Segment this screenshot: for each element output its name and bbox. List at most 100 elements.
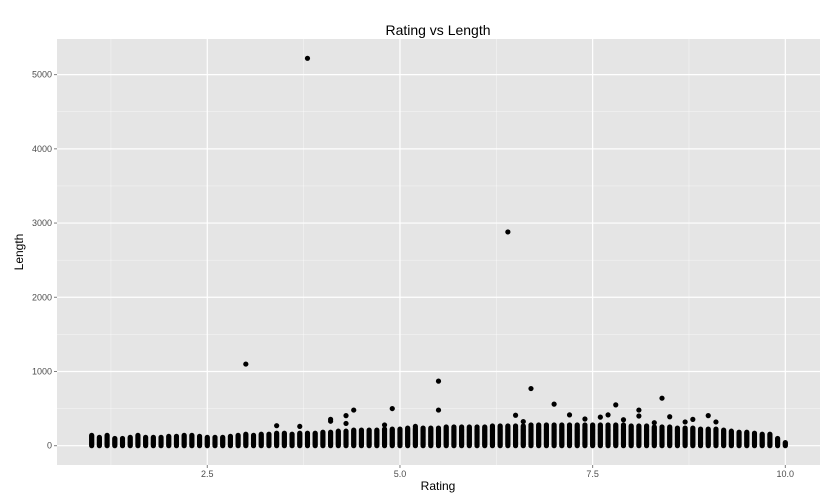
data-point — [304, 430, 311, 436]
data-point — [374, 427, 380, 433]
data-point — [274, 423, 280, 429]
data-point — [628, 423, 634, 429]
data-point — [289, 431, 295, 437]
data-point — [651, 420, 657, 426]
data-point — [574, 422, 580, 428]
data-point — [667, 424, 673, 430]
data-point — [435, 378, 442, 384]
x-tick-label: 5.0 — [394, 469, 407, 479]
y-tick-label: 3000 — [32, 218, 52, 228]
data-point — [250, 432, 257, 438]
data-point — [304, 55, 311, 61]
data-point — [566, 422, 573, 428]
data-point — [597, 414, 603, 420]
data-point — [489, 423, 496, 429]
data-point — [551, 401, 557, 407]
data-point — [389, 405, 395, 412]
data-point — [751, 430, 758, 436]
data-point — [312, 430, 318, 436]
data-point — [405, 425, 411, 431]
data-point — [397, 426, 403, 432]
data-point — [343, 413, 349, 419]
data-point — [605, 422, 611, 428]
data-point — [667, 414, 673, 420]
data-point — [613, 422, 619, 428]
data-point — [104, 432, 110, 438]
data-point — [582, 416, 588, 422]
data-point — [512, 423, 519, 429]
data-point — [351, 407, 357, 413]
data-point — [381, 426, 388, 432]
y-tick-label: 4000 — [32, 144, 52, 154]
data-point — [636, 413, 642, 419]
data-point — [505, 229, 511, 235]
data-point — [227, 433, 234, 439]
data-point — [620, 422, 627, 428]
data-point — [782, 439, 788, 446]
data-point — [582, 422, 588, 428]
data-point — [728, 428, 734, 434]
data-point — [166, 433, 172, 439]
data-points — [89, 55, 788, 449]
data-point — [235, 432, 241, 438]
data-point — [343, 428, 349, 434]
data-point — [328, 418, 334, 424]
data-point — [428, 425, 434, 431]
data-point — [605, 412, 611, 418]
data-point — [682, 425, 688, 431]
data-point — [297, 430, 303, 436]
data-point — [775, 435, 781, 442]
data-point — [366, 427, 372, 433]
data-point — [297, 423, 303, 430]
data-point — [713, 419, 719, 425]
data-point — [512, 412, 519, 418]
data-point — [112, 435, 118, 442]
data-point — [759, 431, 765, 437]
data-point — [89, 432, 95, 438]
data-point — [636, 407, 642, 413]
x-tick-label: 2.5 — [201, 469, 214, 479]
data-point — [497, 423, 503, 429]
data-point — [520, 423, 526, 429]
x-tick-label: 10.0 — [777, 469, 795, 479]
data-point — [343, 420, 349, 427]
data-point — [358, 427, 365, 433]
plot-panel — [57, 39, 820, 465]
data-point — [281, 430, 287, 436]
data-point — [613, 402, 619, 408]
data-point — [258, 431, 264, 437]
data-point — [435, 407, 442, 413]
y-tick-label: 5000 — [32, 70, 52, 80]
data-point — [651, 424, 657, 430]
y-axis-title: Length — [12, 234, 26, 271]
data-point — [736, 429, 742, 435]
data-point — [636, 423, 642, 429]
data-point — [243, 361, 249, 367]
data-point — [482, 424, 488, 430]
data-point — [212, 434, 218, 440]
data-point — [204, 434, 210, 440]
data-point — [274, 430, 280, 436]
data-point — [659, 424, 665, 430]
data-point — [721, 427, 727, 433]
data-point — [189, 432, 195, 438]
data-point — [520, 418, 526, 425]
data-point — [181, 432, 187, 438]
data-point — [150, 434, 156, 440]
data-point — [459, 424, 465, 430]
data-point — [435, 425, 442, 431]
data-point — [566, 412, 573, 418]
data-point — [420, 425, 426, 431]
x-axis-title: Rating — [421, 479, 456, 493]
data-point — [682, 419, 688, 425]
data-point — [705, 426, 711, 432]
data-point — [266, 431, 272, 437]
data-point — [528, 385, 534, 392]
data-point — [659, 395, 665, 401]
data-point — [767, 431, 773, 437]
data-point — [697, 426, 704, 432]
data-point — [127, 434, 133, 440]
data-point — [620, 417, 627, 423]
chart-title: Rating vs Length — [385, 22, 490, 38]
